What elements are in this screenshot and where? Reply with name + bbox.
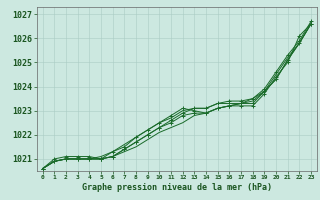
X-axis label: Graphe pression niveau de la mer (hPa): Graphe pression niveau de la mer (hPa) (82, 183, 272, 192)
